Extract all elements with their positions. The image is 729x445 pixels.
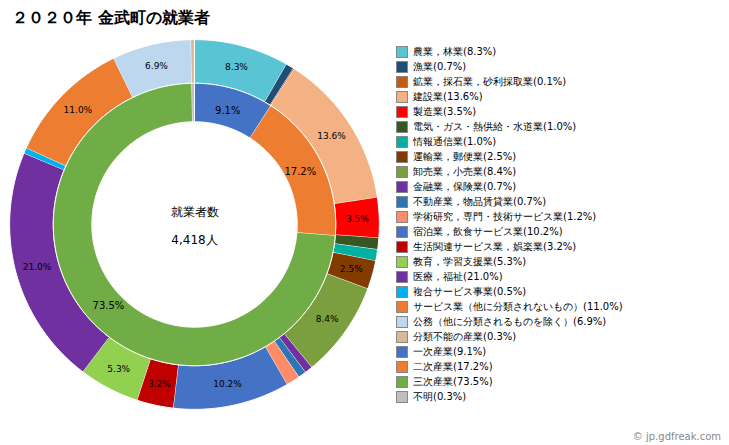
svg-text:3.2%: 3.2% [148,379,171,389]
html-text:医療，福祉(21.0%): 医療，福祉(21.0%) [413,270,503,282]
svg-text:11.0%: 11.0% [64,105,93,115]
svg-text:13.6%: 13.6% [317,131,346,141]
html-text:２０２０年 金武町の就業者: ２０２０年 金武町の就業者 [12,8,210,27]
svg-text:73.5%: 73.5% [93,300,125,311]
html-text:一次産業(9.1%): 一次産業(9.1%) [413,345,487,357]
svg-text:10.2%: 10.2% [213,379,242,389]
html-text:製造業(3.5%): 製造業(3.5%) [413,105,477,117]
html-text:二次産業(17.2%): 二次産業(17.2%) [413,360,493,372]
html-text:電気・ガス・熱供給・水道業(1.0%): 電気・ガス・熱供給・水道業(1.0%) [413,120,577,132]
html-text:建設業(13.6%): 建設業(13.6%) [413,90,483,102]
html-text:教育，学習支援業(5.3%): 教育，学習支援業(5.3%) [413,255,527,267]
html-text:卸売業，小売業(8.4%): 卸売業，小売業(8.4%) [413,165,517,177]
svg-text:2.5%: 2.5% [340,264,363,274]
svg-text:9.1%: 9.1% [215,105,240,116]
svg-text:5.3%: 5.3% [107,364,130,374]
html-text:不明(0.3%): 不明(0.3%) [413,390,467,402]
html-text:公務（他に分類されるものを除く）(6.9%): 公務（他に分類されるものを除く）(6.9%) [413,315,607,327]
svg-text:21.0%: 21.0% [23,262,52,272]
svg-text:6.9%: 6.9% [145,61,168,71]
html-text:農業，林業(8.3%): 農業，林業(8.3%) [413,45,497,57]
html-text:生活関連サービス業，娯楽業(3.2%): 生活関連サービス業，娯楽業(3.2%) [413,240,577,252]
html-text:鉱業，採石業，砂利採取業(0.1%): 鉱業，採石業，砂利採取業(0.1%) [413,75,567,87]
svg-text:8.4%: 8.4% [316,314,339,324]
html-text:不動産業，物品賃貸業(0.7%): 不動産業，物品賃貸業(0.7%) [413,195,547,207]
svg-text:就業者数: 就業者数 [171,205,219,219]
html-text:サービス業（他に分類されないもの）(11.0%): サービス業（他に分類されないもの）(11.0%) [413,300,623,312]
svg-text:17.2%: 17.2% [284,166,316,177]
html-text:三次産業(73.5%): 三次産業(73.5%) [413,375,493,387]
html-text:学術研究，専門・技術サービス業(1.2%): 学術研究，専門・技術サービス業(1.2%) [413,210,597,222]
svg-text:4,418人: 4,418人 [171,233,217,247]
html-text:情報通信業(1.0%): 情報通信業(1.0%) [413,135,497,147]
html-text:運輸業，郵便業(2.5%): 運輸業，郵便業(2.5%) [413,150,517,162]
html-text:宿泊業，飲食サービス業(10.2%): 宿泊業，飲食サービス業(10.2%) [413,225,563,237]
html-text:複合サービス事業(0.5%): 複合サービス事業(0.5%) [413,285,527,297]
svg-text:3.5%: 3.5% [346,213,369,223]
html-text:漁業(0.7%): 漁業(0.7%) [413,60,467,72]
html-text:分類不能の産業(0.3%): 分類不能の産業(0.3%) [413,330,517,342]
html-text:© jp.gdfreak.com: © jp.gdfreak.com [632,431,721,442]
svg-text:8.3%: 8.3% [225,62,248,72]
html-text:金融業，保険業(0.7%): 金融業，保険業(0.7%) [413,180,517,192]
